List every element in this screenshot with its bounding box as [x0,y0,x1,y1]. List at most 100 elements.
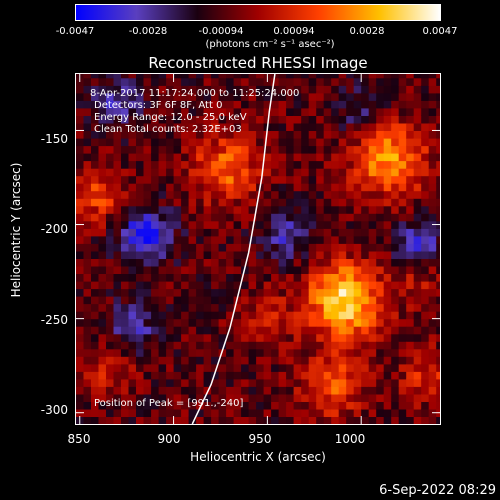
heatmap-cell [226,77,235,86]
heatmap-cell [83,77,92,86]
heatmap-cell [256,122,265,131]
heatmap-cell [413,198,422,207]
heatmap-cell [158,258,167,267]
heatmap-cell [278,145,287,154]
heatmap-cell [256,168,265,177]
heatmap-cell [278,326,287,335]
heatmap-cell [226,356,235,365]
heatmap-cell [376,183,385,192]
heatmap-cell [421,348,430,357]
heatmap-cell [338,205,347,214]
heatmap-cell [301,138,310,147]
heatmap-cell [428,243,437,252]
heatmap-cell [181,386,190,395]
heatmap-cell [113,168,122,177]
heatmap-cell [188,160,197,169]
heatmap-cell [158,138,167,147]
heatmap-cell [121,408,130,417]
heatmap-cell [248,235,257,244]
heatmap-cell [226,393,235,402]
heatmap-cell [331,318,340,327]
heatmap-cell [353,228,362,237]
heatmap-cell [293,401,302,410]
heatmap-cell [368,401,377,410]
heatmap-cell [173,273,182,282]
peak-position: Position of Peak = [991.,-240] [94,398,244,409]
heatmap-cell [428,401,437,410]
heatmap-cell [301,348,310,357]
heatmap-cell [173,107,182,116]
heatmap-cell [308,243,317,252]
heatmap-cell [413,145,422,154]
heatmap-cell [98,341,107,350]
heatmap-cell [151,220,160,229]
heatmap-cell [196,213,205,222]
heatmap-cell [106,250,115,259]
heatmap-cell [241,311,250,320]
heatmap-cell [203,393,212,402]
heatmap-cell [331,138,340,147]
heatmap-cell [338,235,347,244]
heatmap-cell [413,348,422,357]
heatmap-cell [421,77,430,86]
heatmap-cell [203,303,212,312]
heatmap-cell [263,296,272,305]
heatmap-cell [368,326,377,335]
heatmap-cell [263,356,272,365]
heatmap-cell [188,333,197,342]
heatmap-cell [383,92,392,101]
heatmap-cell [128,190,137,199]
heatmap-cell [248,408,257,417]
heatmap-cell [293,371,302,380]
heatmap-cell [278,160,287,169]
heatmap-cell [158,228,167,237]
heatmap-cell [278,401,287,410]
heatmap-cell [383,356,392,365]
heatmap-cell [106,296,115,305]
heatmap-cell [338,77,347,86]
heatmap-cell [121,175,130,184]
heatmap-cell [278,408,287,417]
heatmap-cell [173,348,182,357]
heatmap-cell [166,107,175,116]
heatmap-cell [353,393,362,402]
heatmap-cell [241,205,250,214]
heatmap-cell [173,341,182,350]
heatmap-cell [128,153,137,162]
heatmap-cell [293,386,302,395]
heatmap-cell [143,326,152,335]
heatmap-cell [286,145,295,154]
heatmap-cell [383,100,392,109]
heatmap-cell [91,356,100,365]
heatmap-cell [166,333,175,342]
heatmap-cell [323,265,332,274]
heatmap-cell [248,130,257,139]
heatmap-cell [188,168,197,177]
heatmap-cell [128,416,137,424]
heatmap-cell [166,138,175,147]
heatmap-cell [158,160,167,169]
heatmap-cell [173,130,182,139]
heatmap-cell [406,92,415,101]
heatmap-cell [128,138,137,147]
heatmap-cell [166,281,175,290]
heatmap-cell [166,205,175,214]
heatmap-cell [151,265,160,274]
heatmap-cell [248,341,257,350]
heatmap-cell [271,138,280,147]
heatmap-cell [113,311,122,320]
heatmap-cell [413,386,422,395]
heatmap-cell [91,198,100,207]
heatmap-cell [76,130,85,139]
heatmap-cell [196,220,205,229]
heatmap-cell [91,281,100,290]
heatmap-cell [293,213,302,222]
heatmap-cell [241,235,250,244]
heatmap-cell [91,160,100,169]
heatmap-cell [301,130,310,139]
heatmap-cell [368,220,377,229]
heatmap-cell [331,77,340,86]
heatmap-cell [421,378,430,387]
heatmap-cell [128,228,137,237]
heatmap-cell [293,74,302,79]
